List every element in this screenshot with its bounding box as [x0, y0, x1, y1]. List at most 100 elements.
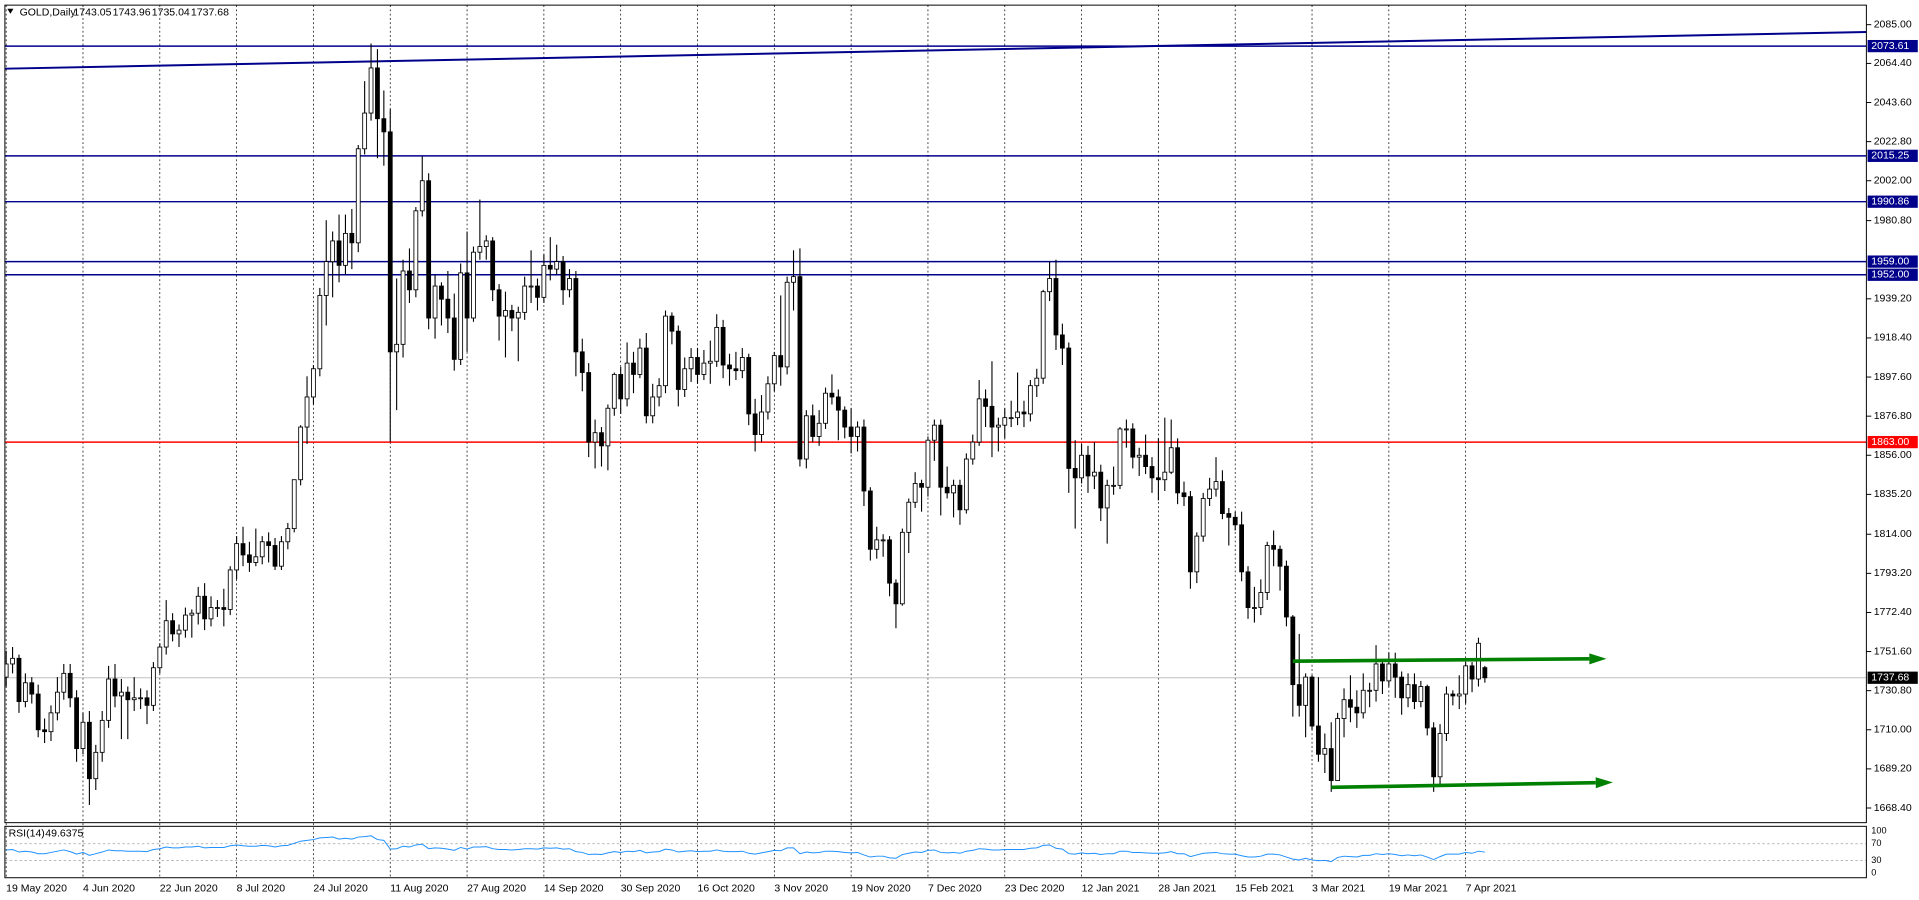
candle-body [720, 326, 726, 366]
candle-body [1277, 548, 1283, 567]
rsi-line [6, 835, 1485, 863]
x-tick-label: 23 Dec 2020 [1005, 883, 1065, 895]
candle-body [976, 398, 982, 443]
candle-body [746, 357, 752, 415]
candle-body [586, 372, 592, 443]
y-tick-label: 2002.00 [1874, 175, 1912, 187]
candle-body [848, 426, 854, 437]
candle-body [381, 118, 387, 133]
y-tick-label: 1668.40 [1874, 802, 1912, 814]
candle-body [151, 667, 156, 706]
candle-body [426, 180, 432, 319]
rsi-pane [4, 835, 1867, 863]
candle-body [112, 678, 118, 697]
candle-body [432, 285, 438, 319]
candle-body [727, 364, 732, 370]
header-open: 1743.05 [73, 6, 111, 18]
header-high: 1743.96 [113, 6, 151, 18]
candle-body [298, 426, 304, 481]
y-tick-label: 1751.60 [1874, 645, 1912, 657]
candle-body [336, 240, 342, 266]
candle-body [1380, 663, 1385, 682]
candle-body [99, 719, 105, 753]
candle-body [119, 691, 124, 697]
candle-body [445, 298, 451, 319]
candle-body [951, 484, 956, 494]
x-tick-label: 15 Feb 2021 [1235, 883, 1294, 895]
rsi-value: 49.6375 [45, 827, 83, 839]
candle-body [1117, 428, 1123, 486]
candle-body [1124, 428, 1129, 431]
y-tick-label: 1835.20 [1874, 488, 1912, 500]
y-tick-label: 1897.60 [1874, 371, 1912, 383]
candle-body [157, 646, 163, 669]
level-label: 2015.25 [1871, 150, 1909, 162]
y-tick-label: 2022.80 [1874, 135, 1912, 147]
candle-body [573, 278, 579, 353]
candle-body [477, 246, 483, 253]
arrow-head [1589, 653, 1607, 665]
candle-body [1232, 516, 1238, 526]
candle-body [144, 697, 150, 706]
candle-body [1098, 471, 1104, 509]
candle-body [688, 357, 694, 370]
candle-body [1015, 411, 1020, 419]
candle-body [125, 691, 131, 701]
candle-body [1386, 663, 1392, 682]
arrow-line [1331, 780, 1596, 790]
y-tick-label: 1730.80 [1874, 684, 1912, 696]
candle-body [1194, 535, 1200, 573]
rsi-title: RSI(14) [9, 827, 45, 839]
candle-body [554, 261, 560, 270]
candle-body [1149, 466, 1155, 479]
candle-body [791, 276, 796, 283]
level-label: 1952.00 [1871, 269, 1909, 281]
candle-body [323, 261, 329, 296]
candle-body [1290, 616, 1296, 686]
candle-body [61, 672, 67, 693]
candle-body [29, 682, 35, 695]
candle-body [1072, 467, 1078, 479]
candle-body [419, 180, 425, 212]
y-tick-label: 1856.00 [1874, 449, 1912, 461]
candle-body [765, 383, 771, 413]
candle-body [944, 486, 950, 494]
candle-body [631, 362, 636, 375]
arrow-head [1595, 777, 1613, 789]
candle-body [138, 697, 143, 700]
candle-body [983, 398, 988, 407]
candle-body [733, 368, 739, 372]
x-tick-label: 24 Jul 2020 [313, 883, 368, 895]
y-tick-label: 1918.40 [1874, 332, 1912, 344]
candle-body [605, 407, 611, 447]
candle-body [637, 347, 643, 375]
candle-body [458, 272, 464, 360]
x-tick-label: 14 Sep 2020 [544, 883, 604, 895]
menu-triangle[interactable] [7, 8, 14, 14]
level-label-box [1867, 255, 1918, 268]
level-label-box [1867, 149, 1918, 162]
candle-body [874, 539, 880, 550]
candle-body [931, 424, 937, 441]
candle-body [16, 657, 22, 703]
candle-body [771, 355, 777, 385]
candle-body [1418, 686, 1424, 703]
x-tick-label: 22 Jun 2020 [160, 883, 218, 895]
candle-body [1296, 684, 1302, 706]
y-tick-label: 2064.40 [1874, 57, 1912, 69]
candle-body [957, 484, 963, 511]
current-price-label: 1737.68 [1871, 672, 1909, 684]
candle-body [995, 424, 1001, 428]
candle-body [22, 682, 28, 703]
candle-body [407, 270, 412, 291]
candle-body [643, 347, 649, 417]
x-tick-label: 11 Aug 2020 [390, 883, 448, 895]
candle-body [1469, 665, 1475, 680]
candle-body [816, 422, 822, 437]
candle-body [1239, 524, 1245, 573]
candle-body [739, 357, 745, 372]
candle-body [669, 315, 675, 332]
candle-body [1207, 488, 1212, 499]
candle-body [394, 343, 400, 353]
